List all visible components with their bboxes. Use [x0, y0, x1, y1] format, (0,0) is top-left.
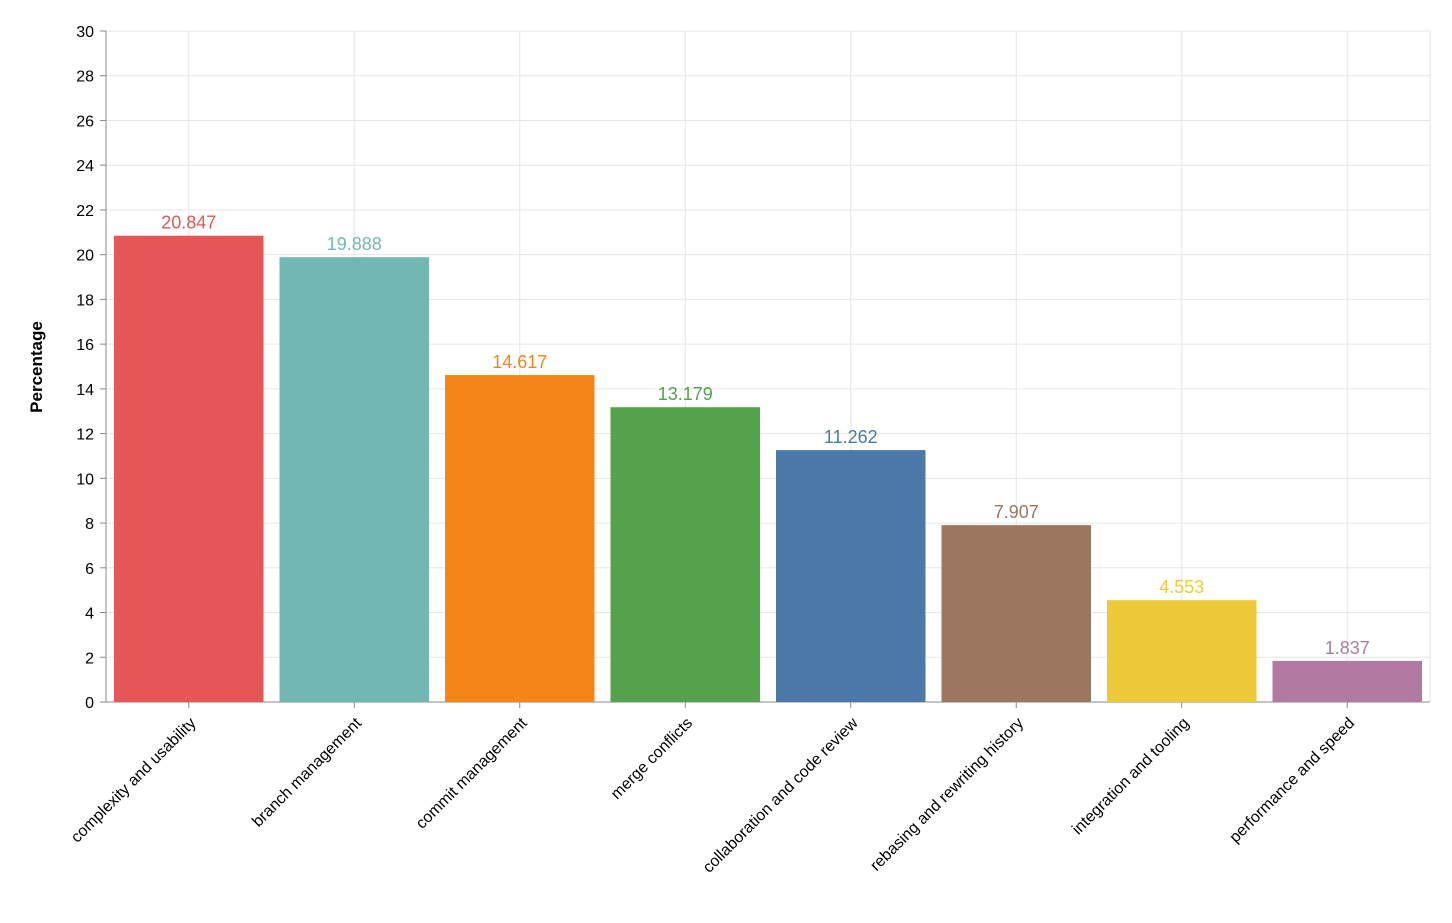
x-tick-label: collaboration and code review: [700, 714, 862, 876]
y-tick-label: 16: [76, 337, 94, 354]
bar-complexity-and-usability: [114, 235, 264, 702]
y-tick-label: 10: [76, 471, 94, 488]
value-label: 4.553: [1159, 577, 1204, 597]
x-tick-label: performance and speed: [1227, 715, 1359, 847]
bar-branch-management: [279, 257, 429, 702]
x-tick-label: merge conflicts: [608, 715, 696, 803]
y-tick-label: 4: [85, 606, 94, 623]
bar-performance-and-speed: [1272, 660, 1422, 702]
bars: [114, 235, 1422, 702]
y-tick-label: 22: [76, 203, 94, 220]
x-tick-label: integration and tooling: [1069, 715, 1192, 838]
y-tick-label: 20: [76, 248, 94, 265]
bar-rebasing-and-rewriting-history: [941, 525, 1091, 702]
y-tick-label: 2: [85, 650, 94, 667]
y-tick-label: 14: [76, 382, 94, 399]
y-tick-label: 26: [76, 113, 94, 130]
y-tick-label: 30: [76, 24, 94, 41]
x-tick-label: complexity and usability: [68, 715, 199, 846]
value-label: 7.907: [994, 502, 1039, 522]
x-tick-label: branch management: [249, 714, 365, 830]
value-label: 14.617: [492, 352, 547, 372]
bar-merge-conflicts: [610, 407, 760, 702]
x-tick-label: commit management: [413, 714, 531, 832]
data-labels: 20.847 19.888 14.617 13.179 11.262 7.907 4.553…: [161, 213, 1370, 658]
value-label: 11.262: [824, 427, 878, 447]
y-axis-title: Percentage: [27, 321, 46, 413]
y-tick-label: 6: [85, 561, 94, 578]
value-label: 13.179: [658, 384, 713, 404]
value-label: 19.888: [327, 234, 382, 254]
y-tick-label: 28: [76, 69, 94, 86]
y-tick-label: 12: [76, 427, 94, 444]
y-tick-label: 24: [76, 158, 94, 175]
bar-integration-and-tooling: [1107, 600, 1257, 702]
bar-collaboration-and-code-review: [776, 450, 926, 702]
y-tick-label: 8: [85, 516, 94, 533]
bar-commit-management: [445, 375, 595, 702]
value-label: 20.847: [161, 213, 216, 233]
y-tick-label: 18: [76, 292, 94, 309]
y-tick-label: 0: [85, 695, 94, 712]
x-tick-label: rebasing and rewriting history: [867, 715, 1027, 875]
value-label: 1.837: [1325, 638, 1370, 658]
